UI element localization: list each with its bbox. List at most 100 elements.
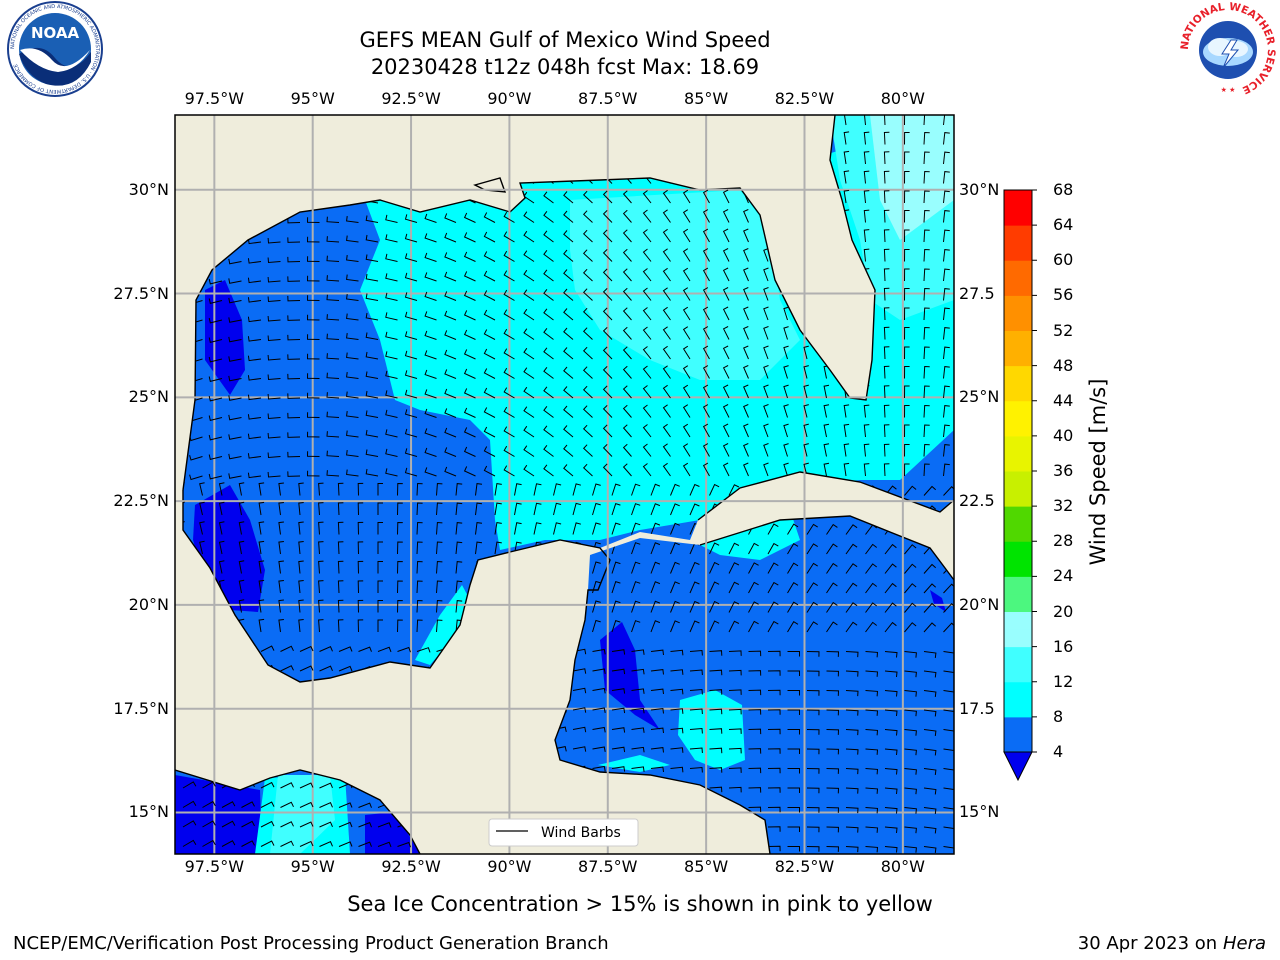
wind-barb [863,170,870,184]
wind-barb [923,807,937,814]
wind-barb [631,707,645,714]
wind-barb [326,372,340,379]
wind-barb [843,115,850,126]
wind-barb [523,308,535,321]
y-tick-label: 27.5°N [113,283,169,303]
colorbar-swatch [1004,435,1032,454]
wind-barb [424,408,437,418]
wind-barb [650,522,661,535]
wind-barb [904,307,910,321]
wind-barb [806,621,818,633]
wind-barb [904,485,917,496]
wind-barb [622,443,632,457]
wind-barb [904,748,917,756]
wind-barb [533,522,542,535]
wind-barb [748,767,762,774]
y-tick-label: 20°N [959,594,1000,614]
wind-barb [582,385,593,399]
wind-barb [592,561,601,574]
wind-barb [622,424,632,438]
wind-barb [543,347,554,360]
wind-barb [319,646,333,652]
wind-barb [622,307,632,321]
wind-barb [365,468,379,477]
y-tick-label: 17.5°N [113,698,169,718]
wind-barb [543,250,554,262]
wind-barb [943,151,950,165]
wind-barb [763,462,769,477]
wind-barb [748,601,759,613]
wind-barb [189,474,203,481]
wind-barb [904,787,917,795]
wind-barb [923,229,930,243]
wind-barb [787,846,800,852]
wind-barb [553,483,562,496]
wind-barb [631,668,645,675]
wind-barb [709,767,723,773]
wind-barb [278,619,284,633]
wind-barb [377,541,383,554]
wind-barb [722,287,730,301]
wind-barb [298,521,304,535]
wind-barb [357,560,364,574]
wind-barb [650,600,661,613]
wind-barb [803,443,809,457]
wind-barb [592,502,601,516]
wind-barb [182,781,197,789]
wind-barb [298,502,304,516]
wind-barb [298,619,304,633]
wind-barb [592,619,601,633]
wind-barb [358,802,372,808]
wind-barb [763,404,769,418]
colorbar-tick-label: 20 [1053,601,1074,621]
chart-title: GEFS MEAN Gulf of Mexico Wind Speed [359,28,771,52]
wind-barb [444,291,457,301]
wind-barb [650,503,661,516]
wind-barb [306,295,320,301]
wind-barb [483,387,496,399]
wind-barb [883,151,890,165]
wind-barb [377,561,383,574]
wind-barb [365,390,379,399]
wind-barb [923,768,937,775]
wind-barb [202,839,216,847]
wind-barb [767,826,781,832]
wind-barb [787,523,799,535]
wind-barb [514,483,522,496]
wind-barb [267,374,281,381]
wind-barb [783,326,789,340]
wind-barb [533,483,542,496]
wind-barb [650,688,664,695]
wind-barb [563,210,574,223]
wind-barb [743,365,749,379]
wind-barb [904,563,917,574]
wind-barb [208,473,223,480]
wind-barb [622,346,632,360]
wind-barb [318,521,324,535]
noaa-logo-text: NOAA [31,24,80,42]
wind-barb [306,431,320,438]
wind-barb [602,288,613,301]
wind-barb [904,622,917,633]
wind-barb [258,599,265,613]
wind-barb [483,348,496,360]
colorbar-tick-label: 32 [1053,496,1074,516]
wind-barb [728,562,740,574]
wind-barb [377,619,383,632]
wind-barb [436,521,443,535]
wind-barb [923,151,930,165]
wind-barb [650,727,664,734]
wind-barb [436,599,443,613]
wind-barb [306,217,320,223]
wind-barb [267,315,281,322]
wind-barb [503,406,515,418]
wind-barb [221,840,236,847]
wind-barb [444,388,457,399]
wind-barb [267,296,281,303]
wind-barb [787,787,800,793]
wind-barb [943,729,954,737]
wind-barb [904,424,910,438]
wind-barb [865,602,878,613]
wind-barb [228,395,242,401]
